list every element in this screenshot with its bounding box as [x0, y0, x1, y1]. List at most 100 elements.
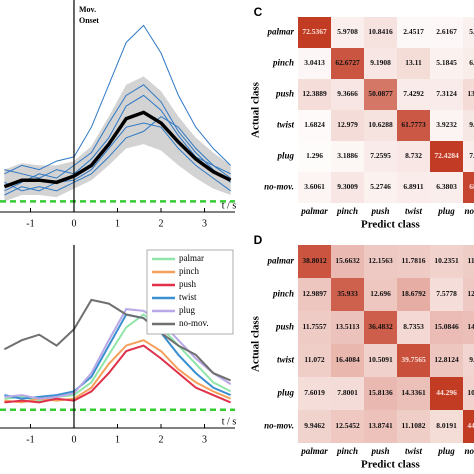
cell-value: 13.4152: [467, 89, 474, 98]
matrix-cell: [397, 79, 430, 110]
trial-trace: [4, 122, 231, 196]
x-tick-label: 3: [202, 434, 207, 445]
matrix-cell: [298, 48, 331, 79]
trial-trace: [4, 115, 231, 192]
matrix-cell: [463, 245, 474, 278]
column-label: no-mov.: [465, 446, 474, 456]
row-label: plug: [276, 151, 294, 161]
matrix-cell: [364, 311, 397, 344]
cell-value: 15.6632: [335, 256, 360, 265]
matrix-cell: [298, 17, 331, 48]
cell-value: 10.1523: [467, 388, 474, 397]
cell-value: 7.2595: [370, 151, 391, 160]
matrix-cell: [298, 377, 331, 410]
matrix-cell: [463, 172, 474, 203]
row-label: no-mov.: [264, 182, 294, 192]
x-tick-label: 1: [115, 434, 120, 445]
matrix-cell: [364, 410, 397, 443]
cell-value: 11.1082: [402, 421, 426, 430]
cell-value: 72.5367: [302, 27, 327, 36]
matrix-cell: [463, 410, 474, 443]
matrix-cell: [397, 141, 430, 172]
row-label: push: [275, 322, 294, 332]
matrix-cell: [463, 48, 474, 79]
matrix-cell: [430, 48, 463, 79]
cell-value: 50.0877: [368, 89, 393, 98]
legend-label: plug: [179, 305, 196, 315]
matrix-cell: [298, 172, 331, 203]
cell-value: 2.4517: [403, 27, 424, 36]
cell-value: 11.072: [304, 355, 324, 364]
cell-value: 10.8416: [368, 27, 393, 36]
panel-letter: C: [254, 5, 263, 19]
column-label: plug: [437, 446, 455, 456]
matrix-cell: [430, 17, 463, 48]
x-tick-label: 2: [159, 218, 164, 229]
series-line: [4, 308, 232, 400]
cell-value: 7.0955: [469, 151, 474, 160]
cell-value: 12.8124: [434, 355, 459, 364]
cell-value: 3.1886: [337, 151, 358, 160]
matrix-cell: [364, 377, 397, 410]
cell-value: 68.547: [469, 182, 474, 191]
matrix-cell: [331, 79, 364, 110]
column-label: push: [370, 446, 389, 456]
matrix-cell: [430, 410, 463, 443]
matrix-cell: [331, 278, 364, 311]
onset-annotation: Mov.: [79, 5, 96, 14]
matrix-cell: [331, 245, 364, 278]
cell-value: 12.1243: [467, 289, 474, 298]
cell-value: 44.5072: [467, 421, 474, 430]
cell-value: 8.0191: [436, 421, 457, 430]
matrix-cell: [298, 79, 331, 110]
legend-label: pinch: [179, 266, 199, 276]
legend-label: push: [179, 279, 197, 289]
matrix-cell: [298, 344, 331, 377]
matrix-cell: [331, 141, 364, 172]
matrix-cell: [364, 48, 397, 79]
cell-value: 13.8741: [368, 421, 393, 430]
x-tick-label: 0: [71, 218, 76, 229]
matrix-cell: [430, 311, 463, 344]
trial-trace: [4, 84, 231, 192]
panel-letter: D: [254, 233, 263, 247]
cell-value: 1.296: [306, 151, 323, 160]
series-line: [4, 339, 231, 404]
confidence-band: [4, 76, 231, 202]
column-label: push: [370, 206, 389, 216]
cell-value: 6.3803: [436, 182, 457, 191]
cell-value: 62.6727: [335, 58, 360, 67]
cell-value: 3.6061: [304, 182, 325, 191]
column-label: twist: [405, 206, 423, 216]
cell-value: 11.7816: [402, 256, 426, 265]
matrix-cell: [463, 278, 474, 311]
y-axis-label: Actual class: [250, 315, 262, 372]
matrix-cell: [298, 410, 331, 443]
cell-value: 12.696: [370, 289, 391, 298]
matrix-cell: [430, 110, 463, 141]
matrix-cell: [463, 79, 474, 110]
x-axis-label: t / s: [222, 416, 237, 427]
cell-value: 11.3626: [468, 256, 474, 265]
series-line: [3, 298, 231, 382]
row-label: pinch: [272, 58, 294, 68]
cell-value: 11.7557: [303, 322, 327, 331]
matrix-cell: [331, 344, 364, 377]
matrix-cell: [397, 311, 430, 344]
series-line: [4, 313, 231, 400]
cell-value: 12.3889: [302, 89, 327, 98]
matrix-cell: [364, 172, 397, 203]
legend-label: no-mov.: [179, 318, 209, 328]
matrix-cell: [430, 377, 463, 410]
matrix-cell: [463, 141, 474, 172]
matrix-cell: [364, 79, 397, 110]
cell-value: 35.933: [337, 289, 358, 298]
cell-value: 13.5113: [336, 322, 360, 331]
matrix-cell: [298, 141, 331, 172]
matrix-cell: [463, 344, 474, 377]
trial-trace: [4, 94, 231, 179]
y-axis-label: Actual class: [250, 81, 262, 138]
cell-value: 61.7773: [401, 120, 426, 129]
matrix-cell: [364, 17, 397, 48]
